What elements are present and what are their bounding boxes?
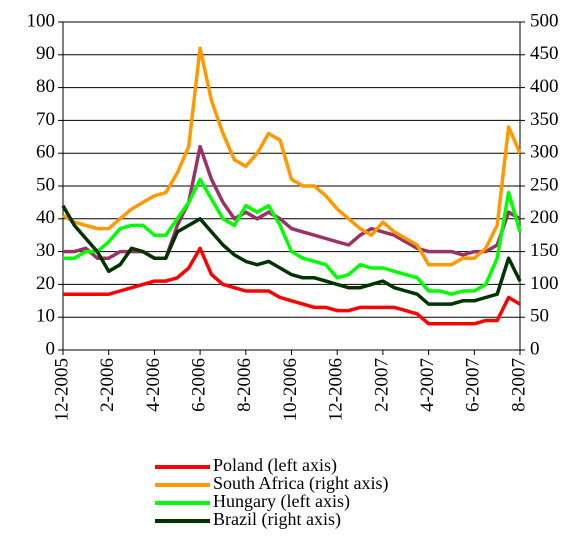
y-tick-label: 30 [36,240,55,261]
x-tick-label: 6-2007 [463,358,484,412]
legend-label: Poland (left axis) [213,455,337,476]
y2-tick-label: 350 [530,109,559,130]
y-tick-label: 100 [27,10,56,31]
y-tick-label: 0 [46,338,56,359]
y-tick-label: 60 [36,142,55,163]
legend-label: South Africa (right axis) [213,473,388,494]
y2-tick-label: 0 [530,338,540,359]
legend-label: Hungary (left axis) [213,491,350,512]
y2-tick-label: 250 [530,174,559,195]
series-line [63,144,521,260]
x-tick-label: 8-2006 [234,358,255,412]
x-tick-label: 12-2006 [326,358,347,421]
y2-tick-label: 50 [530,306,549,327]
series-line [63,246,521,326]
series-line [61,204,522,306]
x-tick-label: 4-2006 [143,358,164,412]
series-line [62,46,522,267]
x-tick-label: 2-2007 [371,358,392,412]
y-tick-label: 80 [36,76,55,97]
y2-tick-label: 150 [530,240,559,261]
y-tick-label: 20 [36,273,55,294]
x-tick-label: 10-2006 [280,358,301,421]
y-tick-label: 50 [36,174,55,195]
x-tick-label: 8-2007 [508,358,529,412]
y-tick-label: 90 [36,43,55,64]
y2-tick-label: 500 [530,10,559,31]
x-tick-label: 2-2006 [97,358,118,412]
y2-tick-label: 400 [530,76,559,97]
series-line [63,177,522,296]
x-tick-label: 6-2006 [188,358,209,412]
legend-label: Brazil (right axis) [213,509,341,530]
y2-tick-label: 300 [530,142,559,163]
y-tick-label: 70 [36,109,55,130]
y-tick-label: 40 [36,207,55,228]
y-tick-label: 10 [36,306,55,327]
y2-tick-label: 100 [530,273,559,294]
x-tick-label: 4-2007 [417,358,438,412]
y2-tick-label: 450 [530,43,559,64]
x-tick-label: 12-2005 [51,358,72,421]
y2-tick-label: 200 [530,207,559,228]
